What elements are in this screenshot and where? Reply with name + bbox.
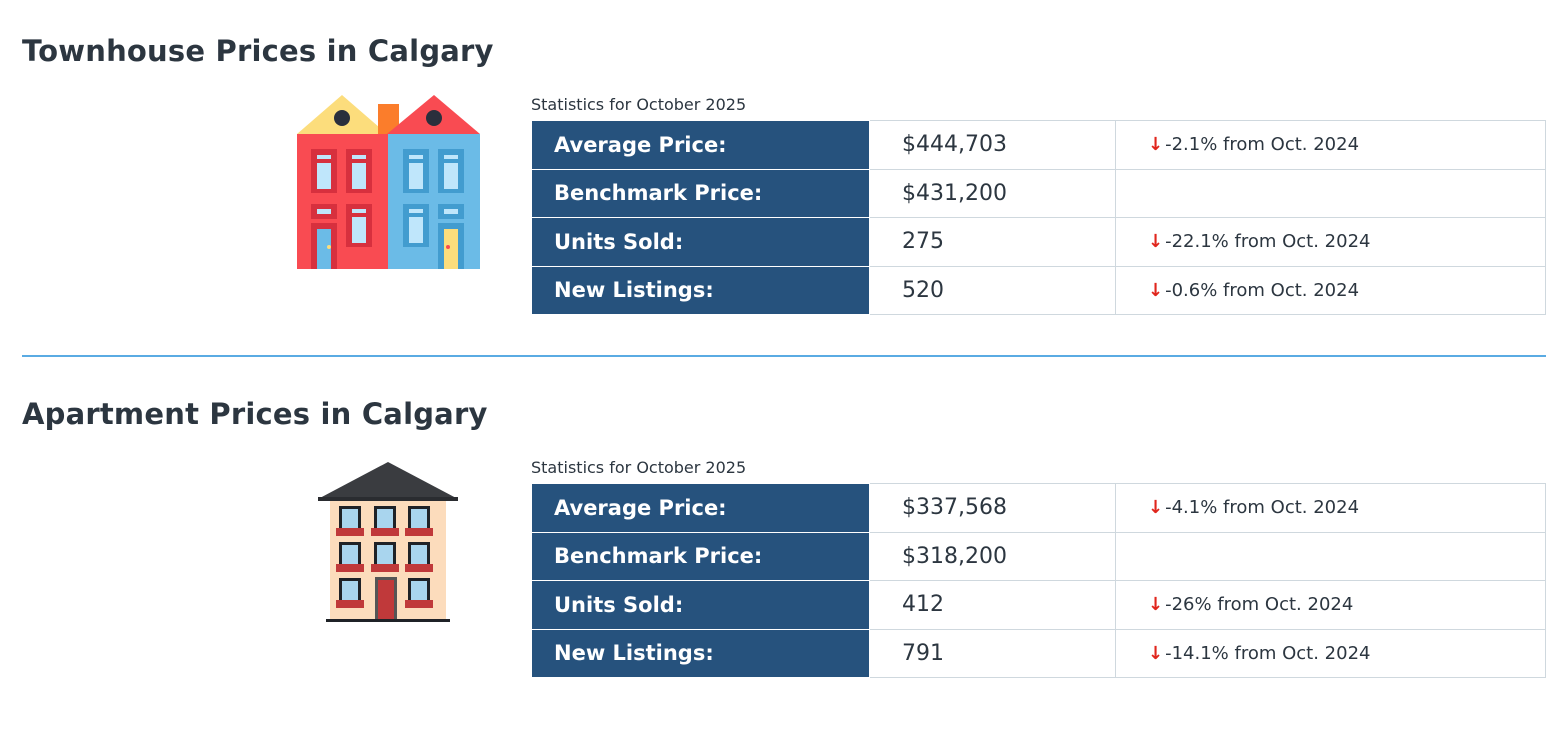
change-text: -22.1% from Oct. 2024	[1165, 231, 1371, 253]
section-divider	[22, 355, 1546, 357]
stat-change	[1115, 531, 1546, 581]
stat-value: 412	[869, 580, 1116, 630]
statistics-caption: Statistics for October 2025	[531, 95, 747, 114]
stat-label: Units Sold:	[531, 217, 870, 267]
stat-value: $431,200	[869, 168, 1116, 218]
stats-row: Units Sold: 412 ↓ -26% from Oct. 2024	[531, 580, 1546, 630]
down-arrow-icon: ↓	[1148, 134, 1164, 156]
change-text: -2.1% from Oct. 2024	[1165, 134, 1360, 156]
stats-row: Benchmark Price: $318,200	[531, 531, 1546, 581]
stat-value: 275	[869, 217, 1116, 267]
stat-change: ↓ -0.6% from Oct. 2024	[1115, 265, 1546, 315]
stat-change: ↓ -26% from Oct. 2024	[1115, 580, 1546, 630]
down-arrow-icon: ↓	[1148, 279, 1164, 301]
change-text: -26% from Oct. 2024	[1165, 594, 1354, 616]
stat-change: ↓ -4.1% from Oct. 2024	[1115, 483, 1546, 533]
stat-change	[1115, 168, 1546, 218]
stat-label: New Listings:	[531, 265, 870, 315]
section-title: Apartment Prices in Calgary	[22, 397, 488, 431]
section-title: Townhouse Prices in Calgary	[22, 34, 494, 68]
stat-label: New Listings:	[531, 628, 870, 678]
stat-value: $444,703	[869, 120, 1116, 170]
stat-change: ↓ -22.1% from Oct. 2024	[1115, 217, 1546, 267]
stat-label: Average Price:	[531, 483, 870, 533]
townhouse-stats-table: Average Price: $444,703 ↓ -2.1% from Oct. 2…	[531, 120, 1546, 315]
stat-label: Units Sold:	[531, 580, 870, 630]
townhouse-icon	[297, 95, 480, 269]
apartment-stats-table: Average Price: $337,568 ↓ -4.1% from Oct. 2…	[531, 483, 1546, 678]
stat-change: ↓ -2.1% from Oct. 2024	[1115, 120, 1546, 170]
stat-label: Benchmark Price:	[531, 168, 870, 218]
stats-row: Units Sold: 275 ↓ -22.1% from Oct. 2024	[531, 217, 1546, 267]
stats-row: Benchmark Price: $431,200	[531, 168, 1546, 218]
down-arrow-icon: ↓	[1148, 231, 1164, 253]
stat-value: 520	[869, 265, 1116, 315]
down-arrow-icon: ↓	[1148, 497, 1164, 519]
change-text: -0.6% from Oct. 2024	[1165, 279, 1360, 301]
stat-value: 791	[869, 628, 1116, 678]
stat-label: Benchmark Price:	[531, 531, 870, 581]
stats-row: New Listings: 520 ↓ -0.6% from Oct. 2024	[531, 265, 1546, 315]
down-arrow-icon: ↓	[1148, 642, 1164, 664]
stats-row: Average Price: $444,703 ↓ -2.1% from Oct. 2…	[531, 120, 1546, 170]
stat-change: ↓ -14.1% from Oct. 2024	[1115, 628, 1546, 678]
stats-row: Average Price: $337,568 ↓ -4.1% from Oct. 2…	[531, 483, 1546, 533]
stat-label: Average Price:	[531, 120, 870, 170]
down-arrow-icon: ↓	[1148, 594, 1164, 616]
change-text: -4.1% from Oct. 2024	[1165, 497, 1360, 519]
change-text: -14.1% from Oct. 2024	[1165, 642, 1371, 664]
statistics-caption: Statistics for October 2025	[531, 458, 747, 477]
stat-value: $318,200	[869, 531, 1116, 581]
apartment-icon	[318, 462, 458, 622]
stats-row: New Listings: 791 ↓ -14.1% from Oct. 2024	[531, 628, 1546, 678]
stat-value: $337,568	[869, 483, 1116, 533]
